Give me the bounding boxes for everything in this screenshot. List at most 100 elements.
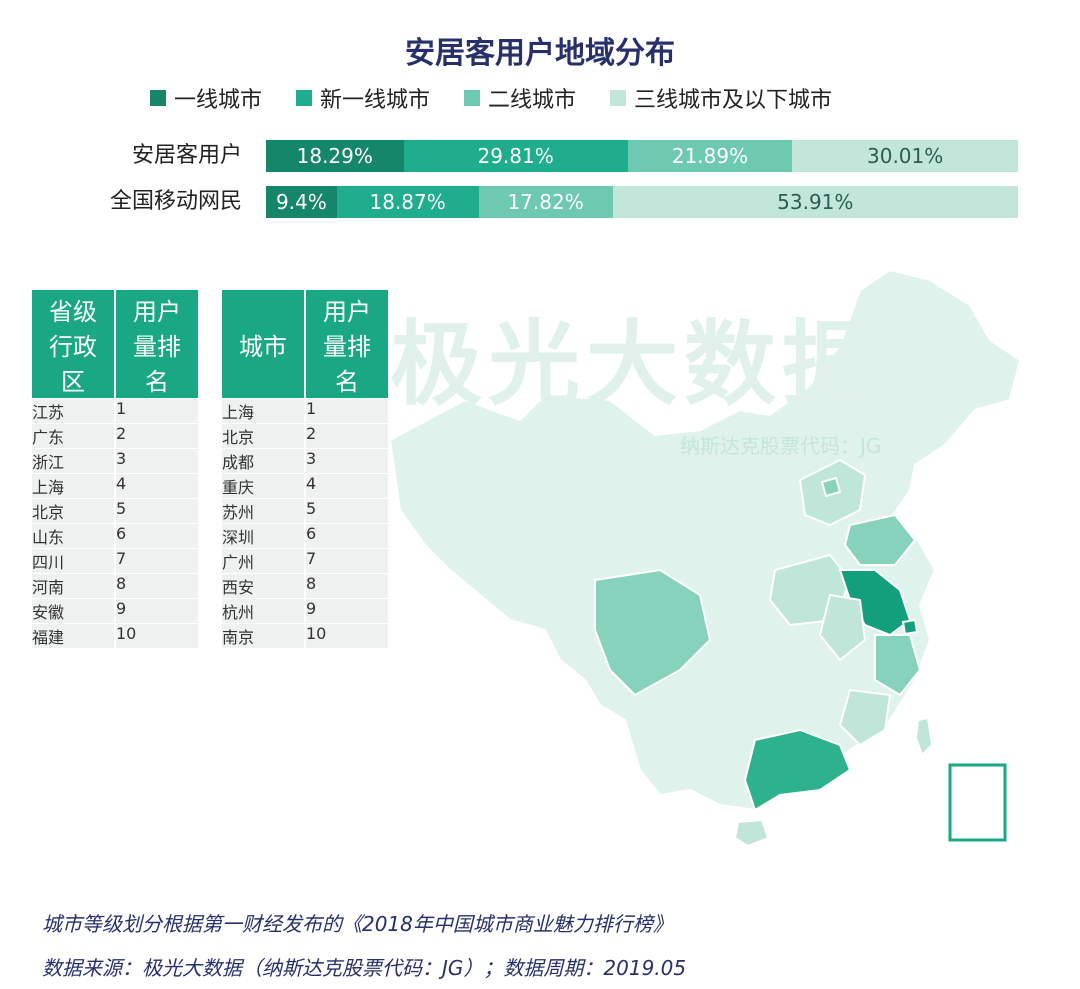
legend-item-tier1: 一线城市 [150,82,262,114]
table-row: 上海 1 [222,398,388,423]
legend-label-tier2: 二线城市 [488,88,577,113]
province-header-name: 省级 行政 区 [32,290,116,398]
table-cell-name: 广东 [32,423,116,448]
legend-label-tier3: 三线城市及以下城市 [634,88,833,113]
city-rows: 上海 1 北京 2 成都 3 重庆 4 苏州 5 深圳 6 广州 7 西安 8 杭州 9 南京 10 [222,398,388,648]
table-cell-name: 杭州 [222,598,306,623]
table-row: 福建 10 [32,623,198,648]
watermark-subtext: 纳斯达克股票代码：JG [680,434,882,458]
legend-item-new-tier1: 新一线城市 [296,82,430,114]
legend-swatch-tier3 [610,90,627,106]
table-cell-rank: 6 [116,523,198,548]
table-cell-name: 北京 [222,423,306,448]
map-sichuan [594,568,712,697]
bar-segment-3: 17.82% [478,186,613,218]
china-map-svg [388,268,1022,848]
table-row: 西安 8 [222,573,388,598]
map-taiwan [914,716,934,757]
table-row: 苏州 5 [222,498,388,523]
table-cell-name: 苏州 [222,498,306,523]
table-cell-rank: 5 [306,498,388,523]
table-cell-rank: 4 [116,473,198,498]
bar-label: 全国移动网民 [109,189,242,214]
table-cell-name: 西安 [222,573,306,598]
china-map [370,250,1060,870]
city-header-rank: 用户 量排 名 [306,290,388,398]
table-row: 浙江 3 [32,448,198,473]
bar-row-anjuke: 安居客用户 18.29% 29.81% 21.89% 30.01% [30,140,1020,172]
table-cell-rank: 9 [306,598,388,623]
header-line: 行政 [49,332,97,361]
bar-segment-3: 21.89% [627,140,793,172]
header-line: 量排 [133,332,181,361]
table-cell-name: 广州 [222,548,306,573]
province-table: 省级 行政 区 用户 量排 名 江苏 1 广东 2 浙江 3 上海 4 北京 5 山东 6 四川 7 河南 8… [32,290,198,648]
map-shandong [843,513,917,566]
table-cell-name: 福建 [32,623,116,648]
table-cell-name: 山东 [32,523,116,548]
table-cell-name: 重庆 [222,473,306,498]
map-south-china-sea-inset [948,763,1007,842]
bar-segment-2: 18.87% [336,186,479,218]
table-row: 四川 7 [32,548,198,573]
header-line: 省级 [49,297,97,326]
table-row: 山东 6 [32,523,198,548]
header-line: 量排 [323,332,371,361]
table-cell-rank: 8 [306,573,388,598]
bar-label: 安居客用户 [131,143,242,168]
table-cell-name: 浙江 [32,448,116,473]
legend-swatch-new-tier1 [296,90,313,106]
map-beijing [820,476,842,498]
table-row: 重庆 4 [222,473,388,498]
province-header-rank: 用户 量排 名 [116,290,198,398]
table-row: 成都 3 [222,448,388,473]
bar-track: 18.29% 29.81% 21.89% 30.01% [266,140,1018,172]
legend-item-tier3: 三线城市及以下城市 [610,82,832,114]
legend-label-tier1: 一线城市 [174,88,263,113]
table-row: 河南 8 [32,573,198,598]
table-cell-rank: 6 [306,523,388,548]
map-anhui [818,593,867,662]
province-rows: 江苏 1 广东 2 浙江 3 上海 4 北京 5 山东 6 四川 7 河南 8 安徽 9 福建 10 [32,398,198,648]
header-line: 名 [145,367,169,396]
bar-segment-4: 53.91% [612,186,1018,218]
legend-label-new-tier1: 新一线城市 [320,88,431,113]
table-cell-rank: 2 [116,423,198,448]
table-cell-rank: 7 [116,548,198,573]
table-cell-rank: 9 [116,598,198,623]
legend-item-tier2: 二线城市 [464,82,576,114]
table-cell-name: 上海 [222,398,306,423]
bar-row-national: 全国移动网民 9.4% 18.87% 17.82% 53.91% [30,186,1020,218]
table-row: 北京 2 [222,423,388,448]
table-cell-rank: 8 [116,573,198,598]
table-cell-rank: 10 [116,623,198,648]
table-row: 深圳 6 [222,523,388,548]
table-cell-name: 安徽 [32,598,116,623]
table-row: 南京 10 [222,623,388,648]
table-row: 上海 4 [32,473,198,498]
legend-swatch-tier1 [150,90,166,106]
map-fujian [838,688,892,747]
table-cell-rank: 3 [116,448,198,473]
table-row: 江苏 1 [32,398,198,423]
table-cell-rank: 1 [116,398,198,423]
table-cell-name: 上海 [32,473,116,498]
table-cell-name: 河南 [32,573,116,598]
table-row: 广州 7 [222,548,388,573]
table-row: 北京 5 [32,498,198,523]
map-shanghai [901,618,919,636]
table-row: 广东 2 [32,423,198,448]
footnote-data-source: 数据来源：极光大数据（纳斯达克股票代码：JG）；数据周期：2019.05 [42,956,687,980]
table-cell-rank: 3 [306,448,388,473]
table-cell-name: 四川 [32,548,116,573]
header-line: 名 [335,367,359,396]
header-line: 用户 [133,297,181,326]
table-cell-rank: 1 [306,398,388,423]
chart-title: 安居客用户地域分布 [405,36,675,71]
legend: 一线城市 新一线城市 二线城市 三线城市及以下城市 [150,82,950,114]
city-table: 城市 用户 量排 名 上海 1 北京 2 成都 3 重庆 4 苏州 5 深圳 6 广州 7 西安 8 杭州 9 南京… [222,290,388,648]
watermark-text: 极光大数据 [390,311,881,418]
bar-segment-2: 29.81% [403,140,628,172]
map-guangdong [743,728,852,812]
bar-segment-1: 18.29% [266,140,404,172]
